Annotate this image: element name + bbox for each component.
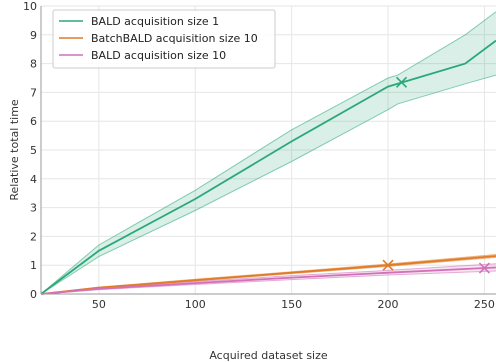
y-tick-label-4: 4	[30, 173, 37, 186]
legend-label-batchbald-size-10: BatchBALD acquisition size 10	[91, 32, 258, 45]
x-tick-label-50: 50	[92, 298, 106, 311]
y-tick-label-0: 0	[30, 288, 37, 301]
y-tick-label-5: 5	[30, 144, 37, 157]
series-markers	[382, 76, 490, 274]
marker-batchbald-acquisition-size-10	[382, 259, 394, 271]
y-tick-label-8: 8	[30, 58, 37, 71]
line-batchbald-acquisition-size-10	[40, 255, 496, 295]
line-bald-acquisition-size-1	[40, 39, 496, 295]
x-tick-label-200: 200	[378, 298, 399, 311]
band-upper-bald-acquisition-size-1	[40, 11, 496, 295]
x-tick-label-250: 250	[474, 298, 495, 311]
x-axis-label: Acquired dataset size	[209, 349, 328, 362]
y-tick-labels: 0 1 2 3 4 5 6 7 8 9 10	[23, 0, 37, 301]
marker-stroke-b-bald-acquisition-size-1	[395, 76, 408, 88]
line-bald-acquisition-size-10	[40, 266, 496, 295]
y-tick-label-7: 7	[30, 86, 37, 99]
y-tick-label-2: 2	[30, 230, 37, 243]
legend: BALD acquisition size 1 BatchBALD acquis…	[52, 9, 276, 69]
marker-stroke-b-bald-acquisition-size-10	[478, 262, 490, 274]
y-tick-label-6: 6	[30, 115, 37, 128]
axes	[40, 6, 496, 295]
marker-bald-acquisition-size-1	[395, 76, 408, 88]
x-tick-label-100: 100	[185, 298, 206, 311]
legend-label-bald-size-10: BALD acquisition size 10	[91, 49, 226, 62]
legend-box	[52, 9, 276, 69]
legend-label-bald-size-1: BALD acquisition size 1	[91, 15, 219, 28]
y-tick-label-1: 1	[30, 259, 37, 272]
y-axis-label: Relative total time	[8, 99, 21, 201]
x-tick-labels: 50 100 150 200 250	[92, 298, 495, 311]
marker-bald-acquisition-size-10	[478, 262, 490, 274]
y-tick-label-10: 10	[23, 0, 37, 13]
y-tick-label-9: 9	[30, 29, 37, 42]
band-bald-acquisition-size-1	[41, 11, 496, 295]
x-tick-label-150: 150	[281, 298, 302, 311]
marker-stroke-b-batchbald-acquisition-size-10	[382, 259, 394, 271]
y-tick-label-3: 3	[30, 202, 37, 215]
series-lines	[40, 39, 496, 295]
band-lower-bald-acquisition-size-1	[40, 74, 496, 295]
